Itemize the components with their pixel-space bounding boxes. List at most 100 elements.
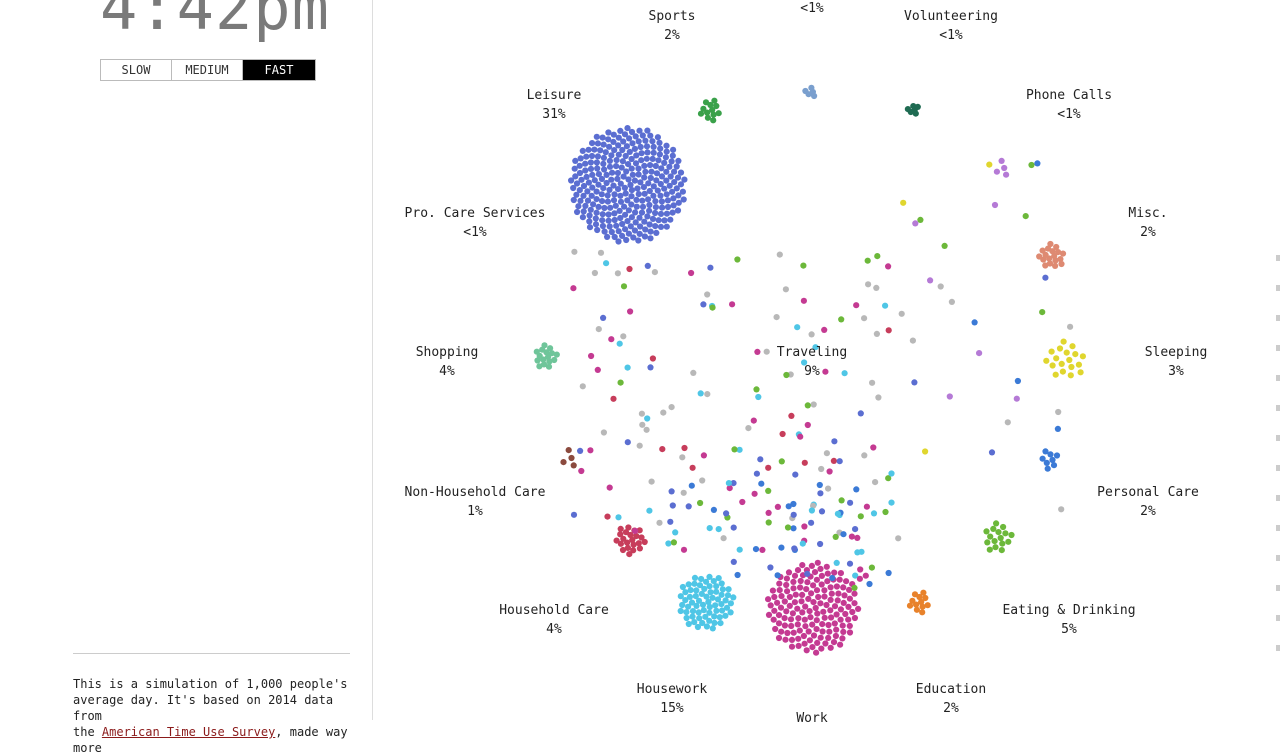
person-dot — [825, 634, 832, 642]
person-dot — [645, 196, 652, 203]
person-dot — [584, 188, 591, 195]
person-dot — [709, 625, 716, 632]
person-dot — [763, 348, 770, 355]
person-dot — [578, 467, 585, 475]
person-dot — [789, 610, 796, 617]
person-dot — [808, 84, 815, 91]
person-dot — [852, 572, 859, 579]
person-dot — [831, 438, 838, 445]
person-dot — [704, 109, 711, 116]
person-dot — [753, 470, 760, 477]
person-dot — [599, 134, 606, 141]
person-dot — [1042, 274, 1049, 281]
person-dot — [578, 176, 585, 183]
person-dot — [729, 301, 736, 308]
person-dot — [1047, 240, 1054, 248]
atus-link[interactable]: American Time Use Survey — [101, 725, 276, 739]
person-dot — [685, 620, 692, 628]
person-dot — [999, 540, 1006, 547]
person-dot — [710, 506, 717, 513]
person-dot — [580, 192, 587, 199]
person-dot — [863, 503, 870, 510]
person-dot — [1060, 338, 1067, 345]
person-dot — [794, 621, 801, 628]
person-dot — [797, 577, 804, 585]
person-dot — [632, 133, 639, 140]
person-dot — [575, 203, 582, 210]
person-dot — [661, 185, 668, 192]
person-dot — [597, 249, 605, 256]
person-dot — [582, 202, 589, 209]
person-dot — [647, 162, 654, 169]
person-dot — [1075, 361, 1082, 368]
person-dot — [831, 620, 838, 627]
person-dot — [657, 210, 665, 217]
person-dot — [811, 92, 818, 100]
person-dot — [918, 598, 925, 606]
person-dot — [853, 486, 860, 493]
person-dot — [838, 497, 845, 504]
person-dot — [629, 140, 636, 147]
person-dot — [553, 351, 560, 358]
person-dot — [776, 587, 783, 594]
person-dot — [706, 603, 713, 611]
person-dot — [798, 598, 805, 605]
speed-medium-button[interactable]: MEDIUM — [172, 60, 243, 80]
person-dot — [601, 166, 608, 173]
person-dot — [791, 599, 798, 606]
person-dot — [628, 155, 635, 163]
person-dot — [874, 253, 881, 260]
person-dot — [636, 230, 643, 237]
person-dot — [765, 519, 772, 526]
person-dot — [600, 314, 607, 321]
person-dot — [606, 186, 613, 193]
speed-slow-button[interactable]: SLOW — [101, 60, 172, 80]
person-dot — [668, 488, 675, 495]
person-dot — [579, 147, 586, 154]
person-dot — [637, 179, 644, 186]
person-dot — [624, 539, 631, 546]
person-dot — [619, 220, 626, 228]
person-dot — [778, 628, 785, 635]
person-dot — [790, 511, 797, 518]
person-dot — [821, 593, 828, 600]
person-dot — [799, 540, 806, 547]
person-dot — [1043, 459, 1050, 466]
person-dot — [611, 216, 618, 224]
person-dot — [696, 582, 704, 589]
person-dot — [636, 442, 643, 449]
person-dot — [706, 573, 713, 581]
person-dot — [621, 184, 628, 191]
person-dot — [704, 391, 711, 398]
person-dot — [688, 482, 695, 489]
label-phone-calls: Phone Calls <1% — [1025, 88, 1113, 122]
person-dot — [828, 590, 835, 597]
person-dot — [606, 484, 613, 491]
person-dot — [857, 566, 864, 573]
person-dot — [628, 193, 635, 200]
person-dot — [615, 151, 622, 158]
person-dot — [782, 286, 789, 293]
person-dot — [641, 538, 648, 546]
person-dot — [841, 370, 848, 377]
person-dot — [882, 508, 889, 516]
person-dot — [825, 621, 832, 629]
person-dot — [788, 636, 796, 644]
person-dot — [922, 448, 929, 455]
person-dot — [814, 610, 821, 617]
person-dot — [644, 262, 651, 269]
clock-display: 4:42pm — [100, 0, 330, 44]
person-dot — [1039, 309, 1046, 316]
person-dot — [727, 600, 734, 607]
person-dot — [611, 191, 618, 198]
person-dot — [677, 181, 685, 188]
person-dot — [656, 139, 663, 146]
person-dot — [670, 146, 677, 153]
person-dot — [636, 545, 643, 552]
person-dot — [873, 284, 880, 291]
person-dot — [689, 608, 697, 615]
person-dot — [632, 209, 639, 216]
person-dot — [854, 534, 861, 542]
person-dot — [1044, 465, 1051, 472]
speed-fast-button[interactable]: FAST — [243, 60, 315, 80]
